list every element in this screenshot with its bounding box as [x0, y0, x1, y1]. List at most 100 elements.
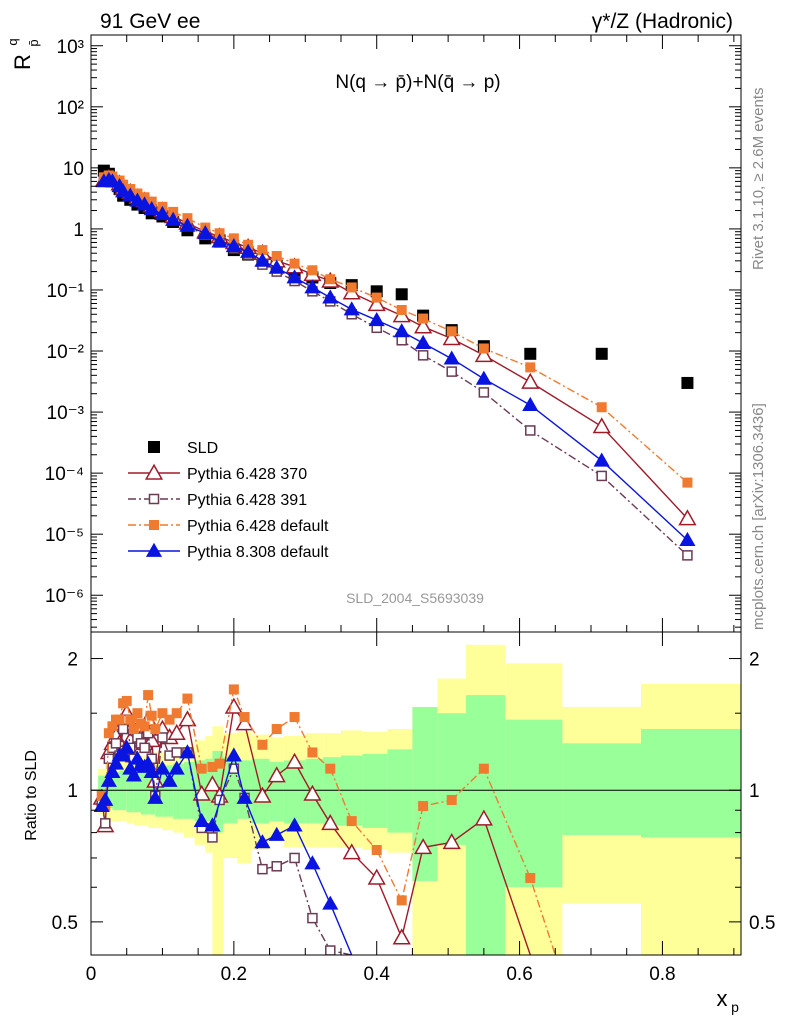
- ratio-point-pythia-6-428-default-33: [418, 801, 429, 812]
- main-point-pythia-6-428-default-18: [289, 258, 300, 269]
- xtick-label-1: 0.2: [221, 964, 247, 985]
- legend-item-sld: SLD: [148, 440, 218, 457]
- main-point-pythia-6-428-370-24: [414, 317, 433, 334]
- main-point-pythia-6-428-default-20: [325, 274, 336, 285]
- ratio-ytick-label-left-0: 0.5: [52, 913, 78, 934]
- ratio-band-inner-6: [141, 766, 149, 815]
- ratio-point-pythia-6-428-391-25: [257, 863, 268, 875]
- ratio-band-outer-14: [212, 726, 224, 955]
- ratio-point-pythia-6-428-default-36: [525, 872, 536, 883]
- main-point-pythia-6-428-391-27: [525, 425, 536, 436]
- y-axis-title-main-sup: q: [5, 38, 20, 45]
- ratio-point-pythia-8-308-default-2: [100, 772, 117, 787]
- main-point-pythia-8-308-default-11: [179, 217, 196, 232]
- ratio-point-pythia-6-428-default-32: [396, 895, 407, 906]
- main-point-pythia-8-308-default-27: [522, 396, 539, 412]
- main-point-pythia-8-308-default-20: [322, 289, 339, 304]
- analysis-id: SLD_2004_S5693039: [346, 590, 484, 606]
- main-point-pythia-8-308-default-26: [475, 370, 492, 385]
- legend-item-pythia-6-428-391: Pythia 6.428 391: [128, 492, 307, 509]
- ratio-point-pythia-8-308-default-1: [97, 791, 114, 806]
- main-point-pythia-6-428-default-24: [418, 313, 429, 324]
- y-axis-title-main-sub: p̄: [26, 39, 41, 46]
- ratio-point-pythia-6-428-370-18: [167, 723, 186, 740]
- main-point-sld-23: [395, 288, 408, 301]
- ratio-band-inner-9: [162, 765, 174, 817]
- ratio-point-pythia-6-428-370-23: [224, 697, 243, 714]
- ratio-ytick-label-left-1: 1: [67, 781, 78, 802]
- legend-item-pythia-6-428-default: Pythia 6.428 default: [128, 518, 329, 535]
- main-point-sld-28: [595, 347, 608, 360]
- side-label-top: Rivet 3.1.10, ≥ 2.6M events: [750, 88, 767, 271]
- ratio-point-pythia-6-428-391-27: [289, 852, 300, 864]
- y-axis-title-ratio: Ratio to SLD: [23, 750, 40, 841]
- ratio-point-pythia-6-428-default-18: [171, 708, 182, 719]
- y-axis-title-main: R q p̄: [5, 38, 41, 70]
- y-axis-title-main-base: R: [10, 54, 35, 70]
- ratio-point-pythia-6-428-default-9: [128, 724, 139, 735]
- legend-marker-pythia-6-428-default: [149, 520, 159, 530]
- main-point-pythia-8-308-default-23: [393, 323, 410, 338]
- xtick-label-0: 0: [86, 964, 97, 985]
- main-point-pythia-6-428-default-22: [371, 292, 382, 303]
- ratio-point-pythia-6-428-370-21: [203, 775, 222, 792]
- ratio-point-pythia-6-428-default-14: [146, 710, 157, 721]
- main-point-pythia-8-308-default-24: [415, 334, 432, 349]
- main-point-pythia-8-308-default-16: [254, 252, 271, 267]
- ratio-band-inner-19: [283, 760, 306, 824]
- main-ytick-label-5: 10⁻¹: [47, 281, 85, 302]
- ratio-point-pythia-8-308-default-6: [115, 747, 132, 762]
- xtick-label-3: 0.6: [506, 964, 532, 985]
- ratio-point-pythia-6-428-default-16: [157, 708, 168, 719]
- main-ytick-label-6: 1: [73, 220, 84, 241]
- legend-marker-sld: [148, 441, 160, 453]
- ratio-point-pythia-6-428-370-20: [192, 784, 211, 801]
- main-plot-background: [91, 35, 741, 632]
- ratio-point-pythia-8-308-default-7: [118, 739, 135, 754]
- ratio-point-pythia-8-308-default-17: [161, 772, 178, 787]
- main-point-pythia-8-308-default-13: [211, 233, 228, 248]
- main-point-pythia-8-308-default-19: [304, 279, 321, 294]
- legend-marker-pythia-6-428-391: [148, 493, 160, 505]
- ratio-band-inner-30: [641, 729, 741, 838]
- main-point-pythia-8-308-default-7: [136, 196, 153, 211]
- main-point-pythia-6-428-default-25: [446, 326, 457, 337]
- ratio-point-pythia-6-428-370-27: [285, 752, 304, 769]
- main-point-sld-27: [524, 347, 537, 360]
- main-point-pythia-6-428-370-27: [521, 372, 540, 389]
- ratio-point-pythia-8-308-default-23: [236, 789, 253, 804]
- main-point-pythia-6-428-391-26: [478, 387, 490, 398]
- ratio-point-pythia-6-428-default-35: [478, 763, 489, 774]
- ratio-point-pythia-6-428-370-32: [392, 928, 411, 945]
- ratio-series-pythia-8-308-default: [93, 739, 353, 955]
- ratio-point-pythia-6-428-default-19: [182, 693, 193, 704]
- ratio-point-pythia-6-428-391-6: [117, 723, 129, 735]
- main-point-pythia-8-308-default-2: [104, 173, 121, 188]
- ratio-point-pythia-6-428-370-33: [414, 838, 433, 855]
- header-left: 91 GeV ee: [100, 10, 200, 33]
- main-point-pythia-6-428-default-29: [682, 477, 693, 488]
- ratio-point-pythia-6-428-default-7: [121, 695, 132, 706]
- ratio-band-inner-10: [173, 763, 184, 819]
- legend-marker-pythia-8-308-default: [145, 542, 163, 557]
- main-point-pythia-6-428-default-21: [346, 282, 357, 293]
- main-point-pythia-8-308-default-21: [343, 301, 360, 316]
- main-ytick-label-1: 10⁻⁵: [45, 525, 84, 546]
- ratio-point-pythia-6-428-default-17: [164, 714, 175, 725]
- ratio-point-pythia-6-428-default-25: [257, 739, 268, 750]
- ratio-point-pythia-6-428-370-31: [367, 868, 386, 885]
- main-point-pythia-8-308-default-28: [593, 452, 610, 467]
- main-point-pythia-6-428-370-29: [678, 509, 697, 526]
- main-point-pythia-6-428-default-27: [525, 362, 536, 373]
- main-ytick-label-9: 10³: [57, 37, 84, 58]
- ratio-point-pythia-8-308-default-22: [225, 747, 242, 762]
- ratio-point-pythia-6-428-default-27: [289, 712, 300, 723]
- ratio-series-pythia-6-428-default: [96, 684, 556, 955]
- ratio-point-pythia-6-428-391-28: [307, 912, 318, 924]
- side-label-bottom: mcplots.cern.ch [arXiv:1306.3436]: [750, 403, 767, 630]
- ratio-point-pythia-6-428-default-30: [346, 816, 357, 827]
- ratio-point-pythia-6-428-391-1: [100, 818, 111, 829]
- main-point-sld-29: [681, 376, 694, 389]
- legend-label-pythia-8-308-default: Pythia 8.308 default: [187, 544, 329, 561]
- ratio-point-pythia-6-428-391-26: [271, 861, 282, 872]
